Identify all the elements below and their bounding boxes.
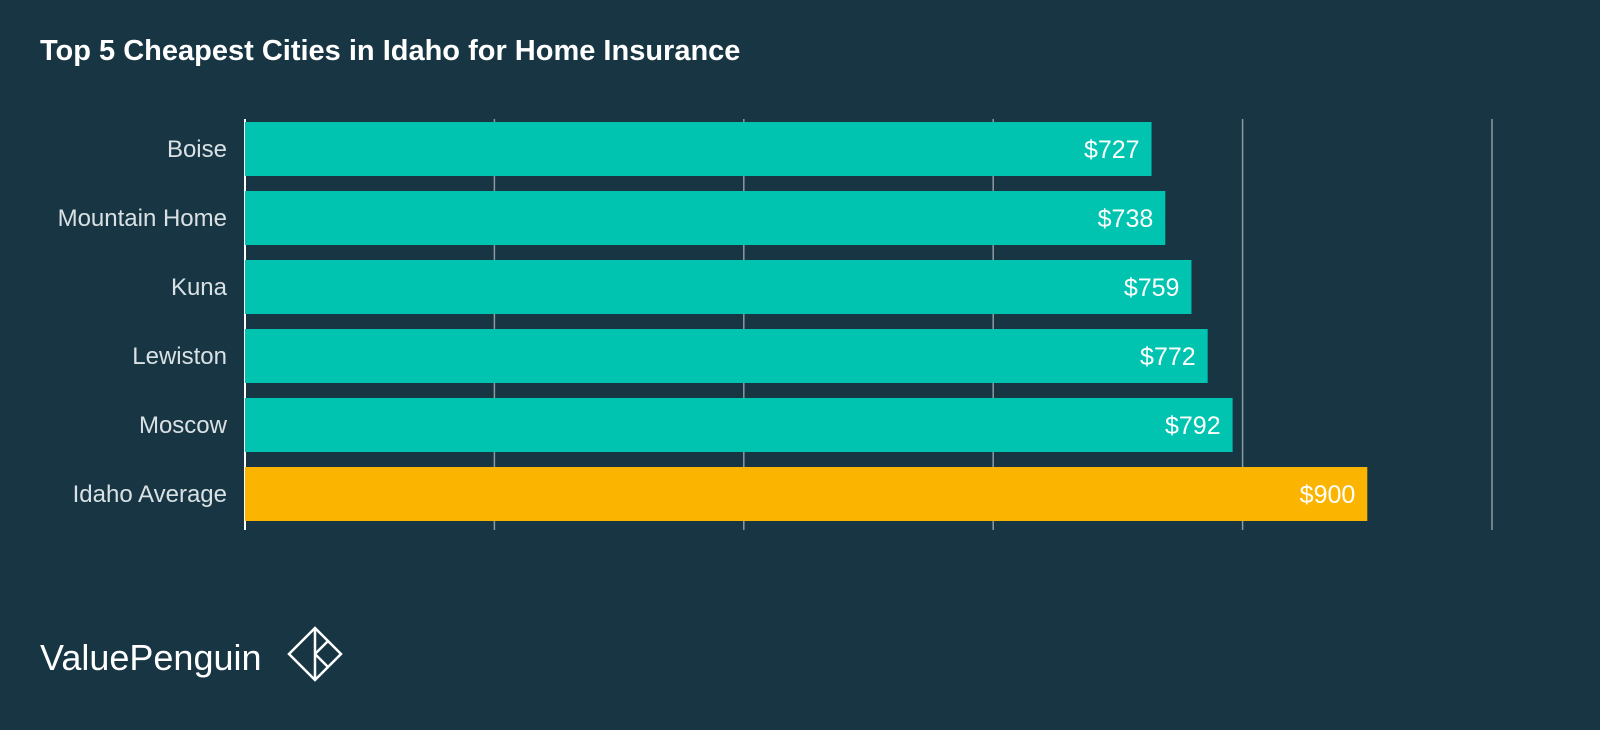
bar-moscow	[245, 398, 1233, 452]
value-label: $772	[1140, 343, 1196, 371]
value-label: $792	[1165, 412, 1221, 440]
diamond-logo-icon	[287, 626, 343, 682]
category-label: Moscow	[139, 412, 228, 439]
labels: Boise $727 Mountain Home $738 Kuna $759 Lewist…	[58, 136, 1356, 509]
bars	[245, 122, 1368, 521]
bar-lewiston	[245, 329, 1208, 383]
value-label: $738	[1098, 205, 1154, 233]
category-label: Boise	[167, 136, 227, 163]
bar-idaho-average	[245, 467, 1368, 521]
category-label: Mountain Home	[58, 205, 227, 232]
gridlines	[244, 119, 1493, 530]
value-label: $727	[1084, 136, 1140, 164]
bar-mountain-home	[245, 191, 1166, 245]
category-label: Lewiston	[132, 343, 227, 370]
brand-name: ValuePenguin	[40, 637, 262, 678]
bar-kuna	[245, 260, 1192, 314]
bar-boise	[245, 122, 1152, 176]
chart-title: Top 5 Cheapest Cities in Idaho for Home …	[40, 35, 740, 67]
category-label: Kuna	[171, 274, 228, 301]
value-label: $759	[1124, 274, 1180, 302]
brand-logo: ValuePenguin	[40, 626, 343, 682]
category-label: Idaho Average	[73, 481, 227, 508]
value-label: $900	[1300, 481, 1356, 509]
